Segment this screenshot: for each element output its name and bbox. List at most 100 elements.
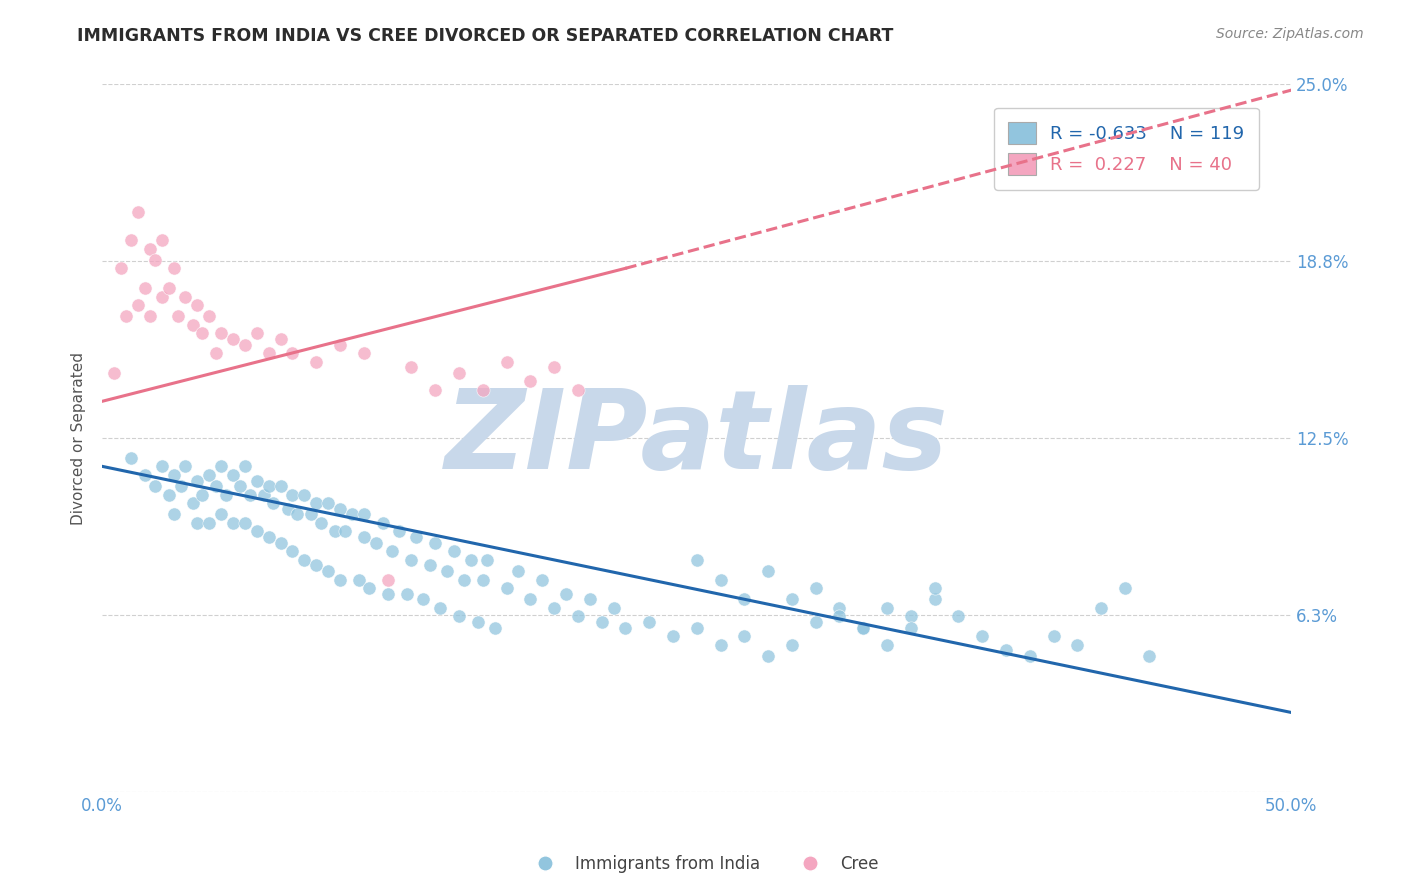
Text: Source: ZipAtlas.com: Source: ZipAtlas.com [1216,27,1364,41]
Point [447,366,470,380]
Point [316,496,339,510]
Point [709,573,731,587]
Point [205,479,228,493]
Point [948,609,970,624]
Point [246,326,269,341]
Point [381,544,404,558]
Point [277,501,299,516]
Text: IMMIGRANTS FROM INDIA VS CREE DIVORCED OR SEPARATED CORRELATION CHART: IMMIGRANTS FROM INDIA VS CREE DIVORCED O… [77,27,894,45]
Point [115,310,138,324]
Point [1137,648,1160,663]
Point [1042,629,1064,643]
Point [780,592,803,607]
Point [139,310,162,324]
Legend: Immigrants from India, Cree: Immigrants from India, Cree [522,848,884,880]
Point [150,459,173,474]
Point [1114,581,1136,595]
Point [555,587,578,601]
Point [371,516,394,530]
Point [972,629,994,643]
Point [186,474,208,488]
Point [353,346,375,360]
Point [233,337,256,351]
Point [709,638,731,652]
Point [419,558,441,573]
Point [756,648,779,663]
Point [804,615,827,629]
Point [246,474,269,488]
Point [395,587,418,601]
Point [157,281,180,295]
Point [270,479,292,493]
Point [1066,638,1088,652]
Point [460,552,482,566]
Point [364,535,387,549]
Point [246,524,269,539]
Y-axis label: Divorced or Separated: Divorced or Separated [72,351,86,524]
Point [333,524,356,539]
Point [638,615,661,629]
Point [253,488,276,502]
Point [543,600,565,615]
Point [205,346,228,360]
Point [285,508,308,522]
Point [401,552,423,566]
Point [924,581,946,595]
Point [120,233,142,247]
Point [852,621,875,635]
Point [543,360,565,375]
Point [292,488,315,502]
Point [329,337,352,351]
Point [353,530,375,544]
Point [756,564,779,578]
Point [316,564,339,578]
Point [181,496,204,510]
Point [353,508,375,522]
Point [531,573,554,587]
Point [257,346,280,360]
Point [305,354,328,368]
Point [127,204,149,219]
Point [567,609,589,624]
Point [305,558,328,573]
Point [340,508,363,522]
Point [305,496,328,510]
Point [262,496,284,510]
Point [443,544,465,558]
Point [994,643,1017,657]
Point [150,290,173,304]
Point [323,524,346,539]
Point [139,242,162,256]
Point [281,544,304,558]
Point [103,366,125,380]
Point [662,629,685,643]
Point [508,564,530,578]
Point [143,252,166,267]
Point [1090,600,1112,615]
Point [602,600,624,615]
Point [436,564,458,578]
Point [495,354,517,368]
Point [828,600,851,615]
Point [401,360,423,375]
Point [301,508,323,522]
Point [222,332,245,346]
Point [198,516,221,530]
Point [229,479,252,493]
Point [215,488,238,502]
Point [270,535,292,549]
Point [405,530,427,544]
Point [519,375,541,389]
Point [804,581,827,595]
Point [471,383,494,397]
Point [150,233,173,247]
Point [157,488,180,502]
Point [412,592,434,607]
Point [477,552,499,566]
Point [270,332,292,346]
Point [209,326,232,341]
Point [578,592,600,607]
Point [309,516,332,530]
Point [143,479,166,493]
Point [453,573,475,587]
